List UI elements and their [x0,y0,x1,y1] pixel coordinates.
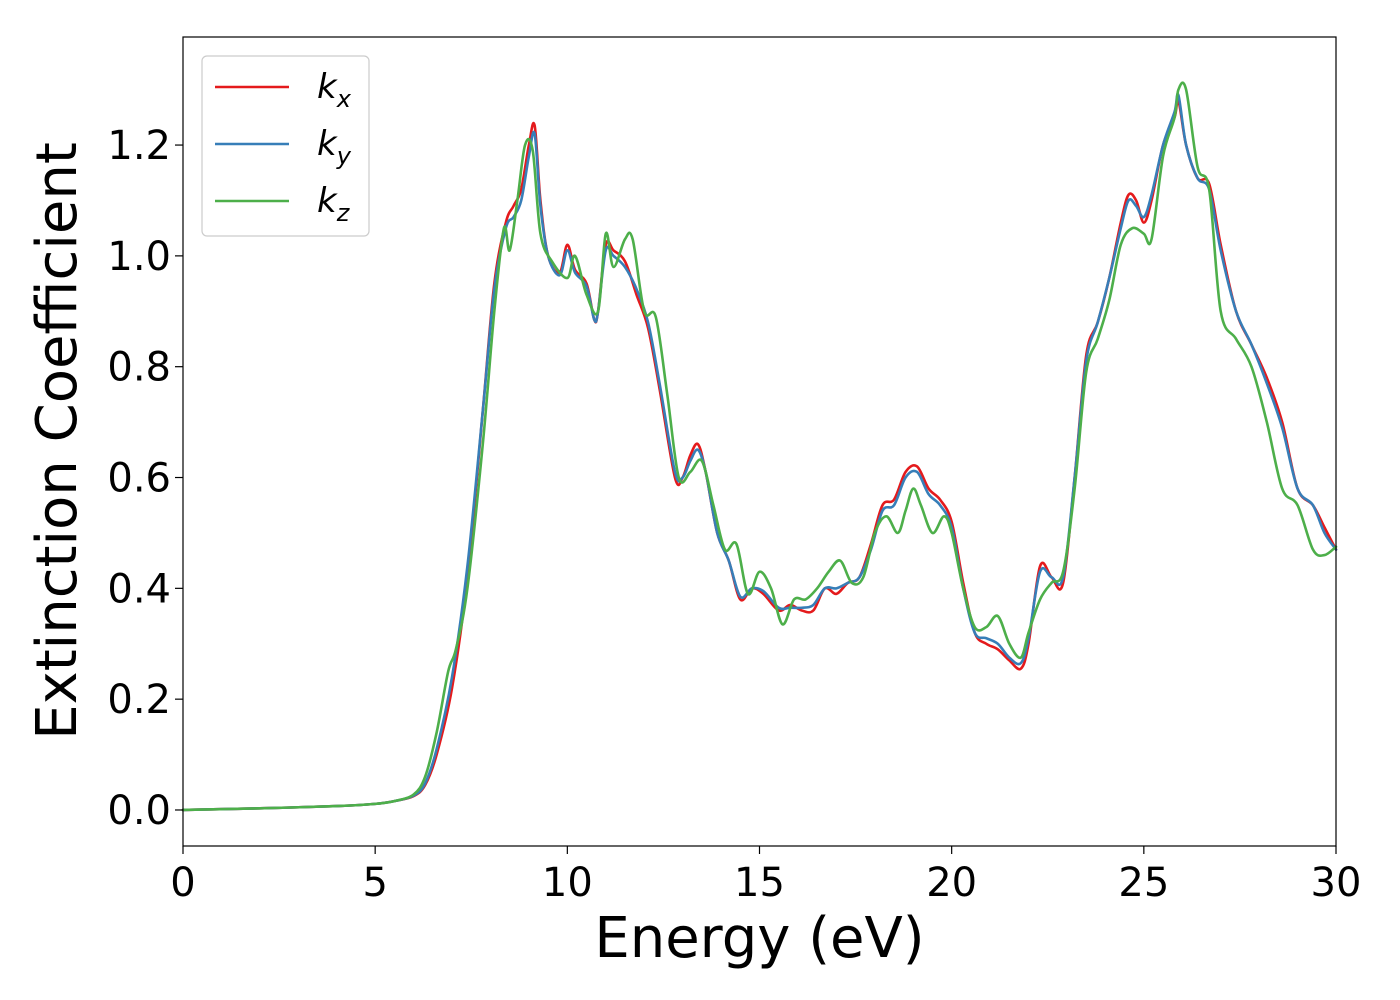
series-line-k-z [181,81,1338,812]
x-tick-label: 25 [1118,860,1169,906]
x-tick-label: 5 [362,860,387,906]
plot-area-background [183,37,1336,846]
x-tick-label: 20 [926,860,977,906]
legend-box [201,55,370,237]
y-tick-label: 0.6 [107,456,171,502]
y-tick-label: 0.4 [107,566,171,612]
x-tick-label: 10 [542,860,593,906]
x-tick-label: 0 [170,860,195,906]
x-axis: 0 5 10 15 20 25 30 [170,846,1361,906]
series-layer [181,81,1338,812]
series-line-k-y [181,92,1338,812]
y-tick-label: 0.8 [107,345,171,391]
y-tick-label: 0.2 [107,677,171,723]
x-axis-title: Energy (eV) [594,906,924,971]
y-axis: 0.0 0.2 0.4 0.6 0.8 1.0 1.2 [107,123,183,834]
x-tick-label: 30 [1311,860,1362,906]
y-tick-label: 1.2 [107,123,171,169]
x-tick-label: 15 [734,860,785,906]
y-tick-label: 1.0 [107,234,171,280]
y-tick-label: 0.0 [107,788,171,834]
y-axis-title: Extinction Coefficient [25,142,90,740]
